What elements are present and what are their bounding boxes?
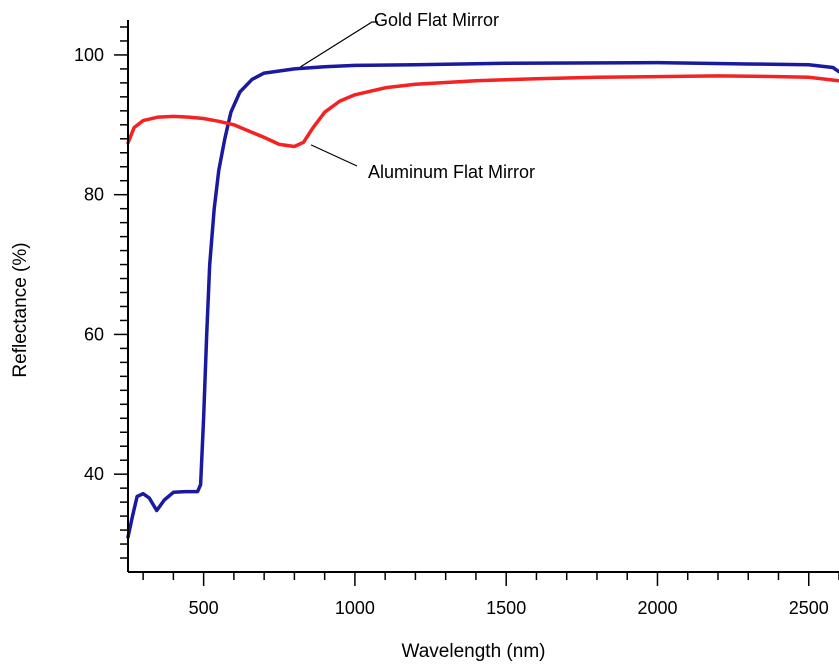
x-tick-label: 2000 (637, 598, 677, 618)
aluminum-series-line (126, 74, 839, 149)
x-tick-label: 2500 (789, 598, 829, 618)
gold-annotation-leader (300, 21, 378, 68)
aluminum-annotation-leader (310, 144, 358, 167)
x-axis-title: Wavelength (nm) (402, 641, 546, 662)
x-tick-label: 1500 (486, 598, 526, 618)
y-tick-label: 100 (74, 45, 104, 65)
gold-annotation-label: Gold Flat Mirror (374, 10, 499, 30)
gold-series-line (126, 60, 839, 539)
x-tick-label: 1000 (335, 598, 375, 618)
y-tick-label: 40 (84, 464, 104, 484)
annotation-layer: Gold Flat Mirror Aluminum Flat Mirror (300, 10, 535, 182)
series-layer (126, 60, 839, 539)
aluminum-annotation-label: Aluminum Flat Mirror (368, 162, 535, 182)
y-axis-title: Reflectance (%) (10, 242, 31, 377)
y-tick-label: 80 (84, 185, 104, 205)
y-tick-label: 60 (84, 324, 104, 344)
x-tick-label: 500 (189, 598, 219, 618)
axis-layer: 500 1000 1500 2000 2500 40 60 80 100 (74, 20, 839, 618)
